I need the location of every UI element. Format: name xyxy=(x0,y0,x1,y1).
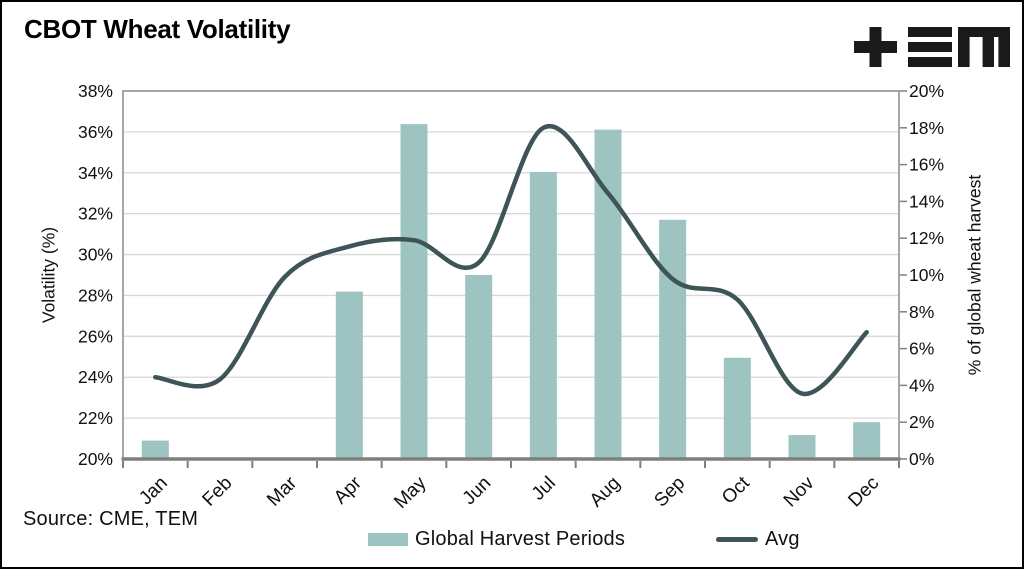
x-tick-label-oct: Oct xyxy=(718,472,754,508)
y-right-tick-label: 6% xyxy=(909,339,934,359)
x-tick-label-feb: Feb xyxy=(199,473,237,511)
legend-line-swatch xyxy=(716,537,758,542)
x-tick-label-nov: Nov xyxy=(780,472,819,511)
legend-line-label: Avg xyxy=(765,528,800,550)
y-right-tick-label: 16% xyxy=(909,155,944,175)
logo-m-stem-right xyxy=(998,27,1010,67)
y-left-tick-label: 30% xyxy=(78,245,113,265)
x-tick-label-sep: Sep xyxy=(650,473,689,512)
logo-bar-top xyxy=(908,27,952,37)
y-right-tick-label: 10% xyxy=(909,265,944,285)
bar-sep xyxy=(659,219,687,459)
bar-jul xyxy=(529,171,557,459)
bar-jun xyxy=(465,275,493,459)
y-right-tick-label: 18% xyxy=(909,118,944,138)
x-tick-label-jan: Jan xyxy=(135,473,172,510)
x-tick-label-mar: Mar xyxy=(263,472,301,510)
bar-jan xyxy=(141,440,169,459)
y-left-tick-label: 26% xyxy=(78,326,113,346)
x-tick-label-dec: Dec xyxy=(844,473,883,512)
page-title: CBOT Wheat Volatility xyxy=(24,14,291,44)
y-right-tick-label: 4% xyxy=(909,375,934,395)
tem-logo-graphic xyxy=(854,27,1010,67)
y-right-tick-label: 2% xyxy=(909,412,934,432)
y-right-tick-label: 14% xyxy=(909,191,944,211)
bar-nov xyxy=(788,435,816,459)
y-left-tick-label: 38% xyxy=(78,81,113,101)
tem-logo xyxy=(854,27,1010,67)
x-tick-label-apr: Apr xyxy=(330,472,366,508)
source-note: Source: CME, TEM xyxy=(23,508,199,530)
y-right-tick-label: 0% xyxy=(909,449,934,469)
legend-bar-swatch xyxy=(368,533,408,546)
logo-bar-bottom xyxy=(908,57,952,67)
bar-oct xyxy=(723,357,751,459)
x-tick-label-jul: Jul xyxy=(528,473,560,505)
x-tick-label-may: May xyxy=(390,472,431,513)
y-left-tick-label: 22% xyxy=(78,408,113,428)
x-tick-label-aug: Aug xyxy=(586,473,625,512)
left-axis-title: Volatility (%) xyxy=(38,226,59,324)
logo-plus-vertical xyxy=(869,27,882,67)
y-right-tick-label: 20% xyxy=(909,81,944,101)
legend-bar-label: Global Harvest Periods xyxy=(415,528,626,550)
y-left-tick-label: 28% xyxy=(78,285,113,305)
legend-item-bars: Global Harvest Periods xyxy=(368,528,625,551)
right-axis-title: % of global wheat harvest xyxy=(964,174,985,376)
y-right-tick-label: 12% xyxy=(909,228,944,248)
y-right-tick-label: 8% xyxy=(909,302,934,322)
logo-m-stem-left xyxy=(958,27,970,67)
plot-frame xyxy=(122,90,900,460)
y-left-tick-label: 36% xyxy=(78,122,113,142)
legend-item-avg: Avg xyxy=(716,528,800,551)
y-left-tick-label: 32% xyxy=(78,204,113,224)
bar-may xyxy=(400,124,428,460)
y-left-tick-label: 24% xyxy=(78,367,113,387)
y-left-tick-label: 20% xyxy=(78,449,113,469)
y-left-tick-label: 34% xyxy=(78,163,113,183)
avg-line xyxy=(153,123,869,396)
x-tick-label-jun: Jun xyxy=(459,473,496,510)
bar-apr xyxy=(335,291,363,459)
bar-dec xyxy=(853,422,881,459)
logo-bar-middle xyxy=(908,42,952,52)
logo-m-stem-mid xyxy=(982,27,994,67)
